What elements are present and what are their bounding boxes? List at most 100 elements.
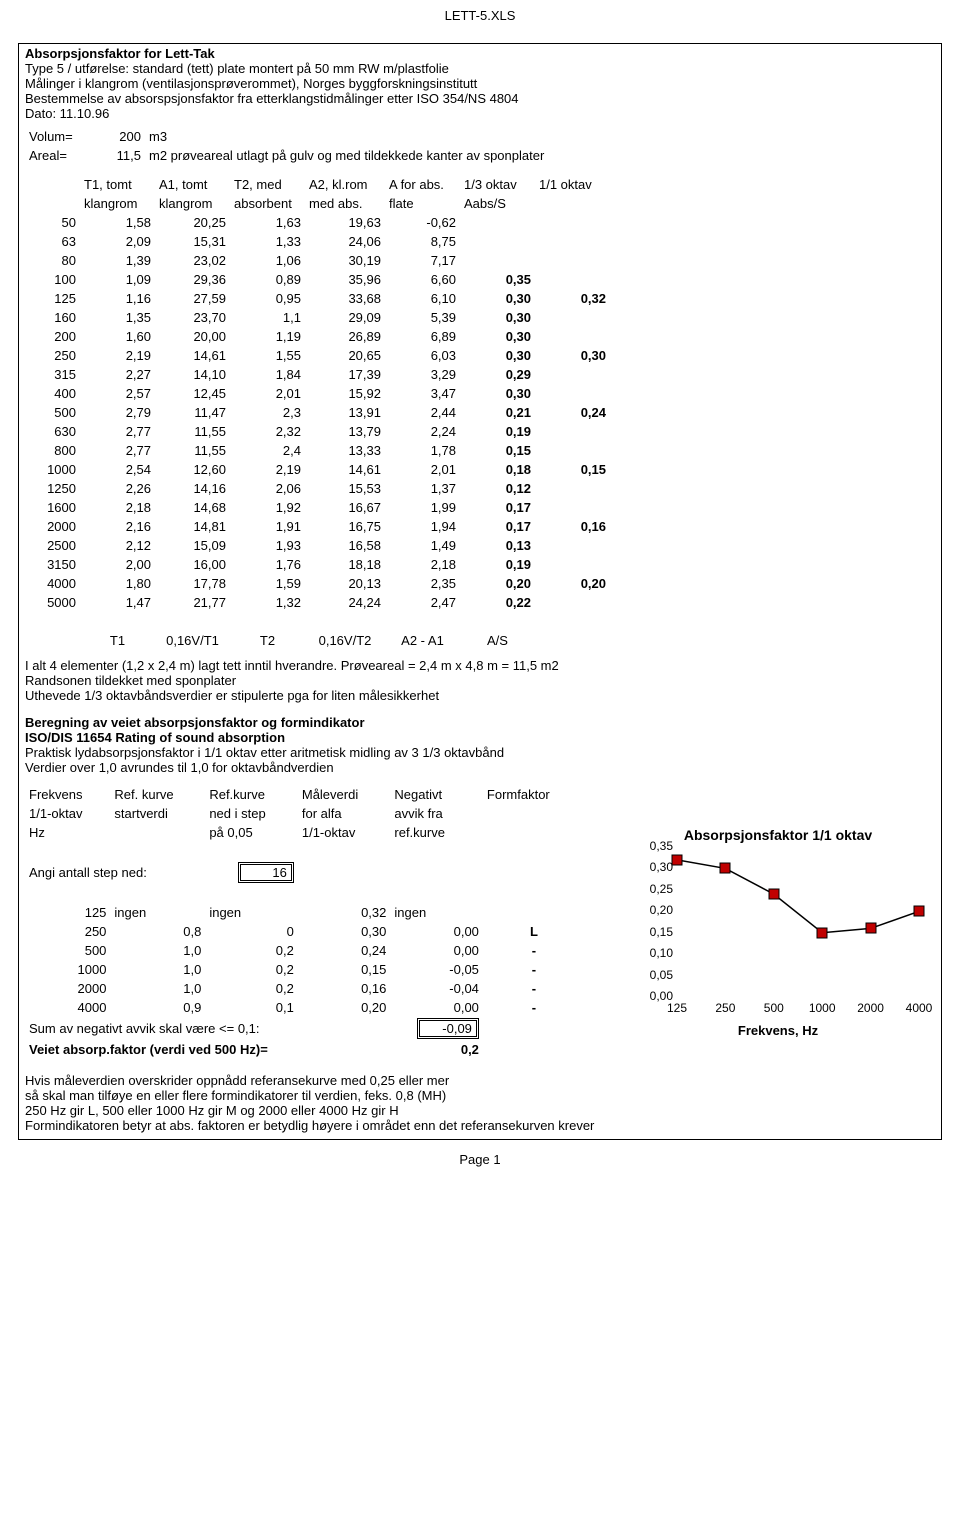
table-cell: 29,09: [305, 308, 385, 327]
table-cell: 0,00: [390, 998, 483, 1017]
table-cell: 23,02: [155, 251, 230, 270]
header-cell: [25, 175, 80, 194]
table-cell: 14,81: [155, 517, 230, 536]
cell: ref.kurve: [390, 823, 483, 842]
header-cell: klangrom: [155, 194, 230, 213]
cell: Ref. kurve: [110, 785, 205, 804]
result-label: Veiet absorp.faktor (verdi ved 500 Hz)=: [25, 1040, 390, 1059]
table-cell: [535, 327, 610, 346]
y-tick-label: 0,05: [635, 968, 673, 982]
table-cell: 3150: [25, 555, 80, 574]
table-cell: 1,06: [230, 251, 305, 270]
note-line: Randsonen tildekket med sponplater: [25, 673, 935, 688]
table-cell: 1,33: [230, 232, 305, 251]
table-cell: 19,63: [305, 213, 385, 232]
table-cell: [535, 536, 610, 555]
table-cell: 0,2: [205, 960, 298, 979]
table-cell: [483, 903, 585, 922]
table-cell: 1,60: [80, 327, 155, 346]
chart-marker: [672, 854, 683, 865]
table-cell: 0,8: [110, 922, 205, 941]
table-cell: 2,19: [80, 346, 155, 365]
table-cell: 1,0: [110, 979, 205, 998]
header-cell: [535, 194, 610, 213]
table-cell: 315: [25, 365, 80, 384]
x-tick-label: 500: [764, 1001, 784, 1015]
table-cell: 1,55: [230, 346, 305, 365]
chart-marker: [817, 927, 828, 938]
table-cell: 0,30: [535, 346, 610, 365]
table-cell: ingen: [205, 903, 298, 922]
note-line: Uthevede 1/3 oktavbåndsverdier er stipul…: [25, 688, 935, 703]
table-cell: 0,18: [460, 460, 535, 479]
chart-marker: [720, 863, 731, 874]
table-cell: 24,06: [305, 232, 385, 251]
table-cell: 21,77: [155, 593, 230, 612]
table-cell: 2,18: [385, 555, 460, 574]
table-cell: 0,16: [298, 979, 391, 998]
table-cell: 0,32: [535, 289, 610, 308]
table-cell: 0,30: [298, 922, 391, 941]
chart-xaxis-title: Frekvens, Hz: [623, 1023, 933, 1038]
table-cell: [535, 308, 610, 327]
table-cell: 125: [25, 289, 80, 308]
table-cell: 3,47: [385, 384, 460, 403]
filename: LETT-5.XLS: [0, 0, 960, 43]
table-cell: 1,92: [230, 498, 305, 517]
table-cell: 12,45: [155, 384, 230, 403]
header-cell: Aabs/S: [460, 194, 535, 213]
table-cell: 14,16: [155, 479, 230, 498]
table-cell: 0,30: [460, 346, 535, 365]
table-cell: 2,57: [80, 384, 155, 403]
table-cell: 14,61: [155, 346, 230, 365]
y-tick-label: 0,15: [635, 925, 673, 939]
header-cell: absorbent: [230, 194, 305, 213]
table-cell: 17,39: [305, 365, 385, 384]
table-cell: -: [483, 998, 585, 1017]
cell: [110, 823, 205, 842]
table-cell: 2,18: [80, 498, 155, 517]
table-cell: 35,96: [305, 270, 385, 289]
table-cell: 1,58: [80, 213, 155, 232]
x-tick-label: 1000: [809, 1001, 836, 1015]
header-cell: med abs.: [305, 194, 385, 213]
cell: avvik fra: [390, 804, 483, 823]
table-cell: 1000: [25, 460, 80, 479]
table-cell: 0,15: [535, 460, 610, 479]
table-cell: 2,26: [80, 479, 155, 498]
table-cell: -0,04: [390, 979, 483, 998]
table-cell: 6,03: [385, 346, 460, 365]
cell: ned i step: [205, 804, 298, 823]
table-cell: 20,65: [305, 346, 385, 365]
header-cell: A2, kl.rom: [305, 175, 385, 194]
table-cell: 0,12: [460, 479, 535, 498]
table-cell: 6,60: [385, 270, 460, 289]
step-value-box[interactable]: 16: [238, 862, 294, 883]
sum-label: Sum av negativt avvik skal være <= 0,1:: [25, 1017, 390, 1040]
table-cell: 1,09: [80, 270, 155, 289]
table-cell: 15,31: [155, 232, 230, 251]
table-cell: 63: [25, 232, 80, 251]
table-cell: ingen: [110, 903, 205, 922]
table-cell: 1,94: [385, 517, 460, 536]
cell: Formfaktor: [483, 785, 585, 804]
table-cell: 0,1: [205, 998, 298, 1017]
table-cell: [535, 232, 610, 251]
cell: Hz: [25, 823, 110, 842]
footer-cell: A/S: [460, 631, 535, 650]
table-cell: 2,77: [80, 422, 155, 441]
table-cell: 20,13: [305, 574, 385, 593]
table-cell: 0,24: [298, 941, 391, 960]
table-cell: 11,55: [155, 422, 230, 441]
section2-line: Praktisk lydabsorpsjonsfaktor i 1/1 okta…: [25, 745, 935, 760]
header-cell: flate: [385, 194, 460, 213]
chart-marker: [865, 923, 876, 934]
table-cell: 1,19: [230, 327, 305, 346]
section2-line: Verdier over 1,0 avrundes til 1,0 for ok…: [25, 760, 935, 775]
table-cell: 2,44: [385, 403, 460, 422]
table-cell: 1,47: [80, 593, 155, 612]
table-cell: [535, 555, 610, 574]
table-cell: 0,35: [460, 270, 535, 289]
params-table: Volum= 200 m3 Areal= 11,5 m2 prøveareal …: [25, 127, 935, 165]
table-cell: -: [483, 979, 585, 998]
